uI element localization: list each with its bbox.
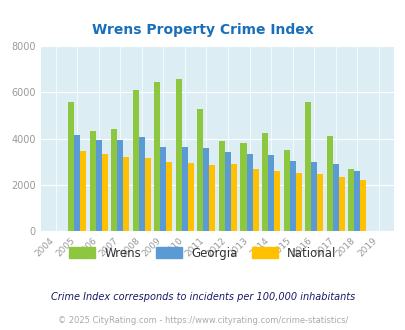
Bar xyxy=(353,171,359,231)
Bar xyxy=(267,155,273,231)
Bar xyxy=(90,130,96,231)
Bar xyxy=(197,109,203,231)
Bar xyxy=(102,154,108,231)
Bar xyxy=(230,164,237,231)
Bar xyxy=(68,102,74,231)
Bar xyxy=(132,90,139,231)
Bar xyxy=(145,158,151,231)
Text: © 2025 CityRating.com - https://www.cityrating.com/crime-statistics/: © 2025 CityRating.com - https://www.city… xyxy=(58,315,347,325)
Bar xyxy=(154,82,160,231)
Bar xyxy=(188,163,194,231)
Bar xyxy=(111,129,117,231)
Bar xyxy=(338,177,344,231)
Bar xyxy=(310,162,316,231)
Bar xyxy=(246,154,252,231)
Bar xyxy=(181,147,188,231)
Bar xyxy=(74,135,80,231)
Bar xyxy=(273,171,279,231)
Bar xyxy=(160,147,166,231)
Text: Wrens Property Crime Index: Wrens Property Crime Index xyxy=(92,23,313,37)
Bar xyxy=(175,79,181,231)
Bar xyxy=(316,174,322,231)
Bar xyxy=(283,150,289,231)
Bar xyxy=(123,157,129,231)
Text: Crime Index corresponds to incidents per 100,000 inhabitants: Crime Index corresponds to incidents per… xyxy=(51,292,354,302)
Bar xyxy=(96,140,102,231)
Bar xyxy=(139,137,145,231)
Bar xyxy=(209,165,215,231)
Legend: Wrens, Georgia, National: Wrens, Georgia, National xyxy=(69,247,336,260)
Bar xyxy=(304,102,310,231)
Bar xyxy=(326,136,332,231)
Bar xyxy=(166,162,172,231)
Bar xyxy=(117,140,123,231)
Bar xyxy=(218,141,224,231)
Bar xyxy=(359,180,365,231)
Bar xyxy=(252,169,258,231)
Bar xyxy=(332,164,338,231)
Bar xyxy=(261,133,267,231)
Bar xyxy=(347,169,353,231)
Bar xyxy=(224,152,230,231)
Bar xyxy=(203,148,209,231)
Bar xyxy=(240,143,246,231)
Bar xyxy=(289,160,295,231)
Bar xyxy=(295,173,301,231)
Bar xyxy=(80,151,86,231)
